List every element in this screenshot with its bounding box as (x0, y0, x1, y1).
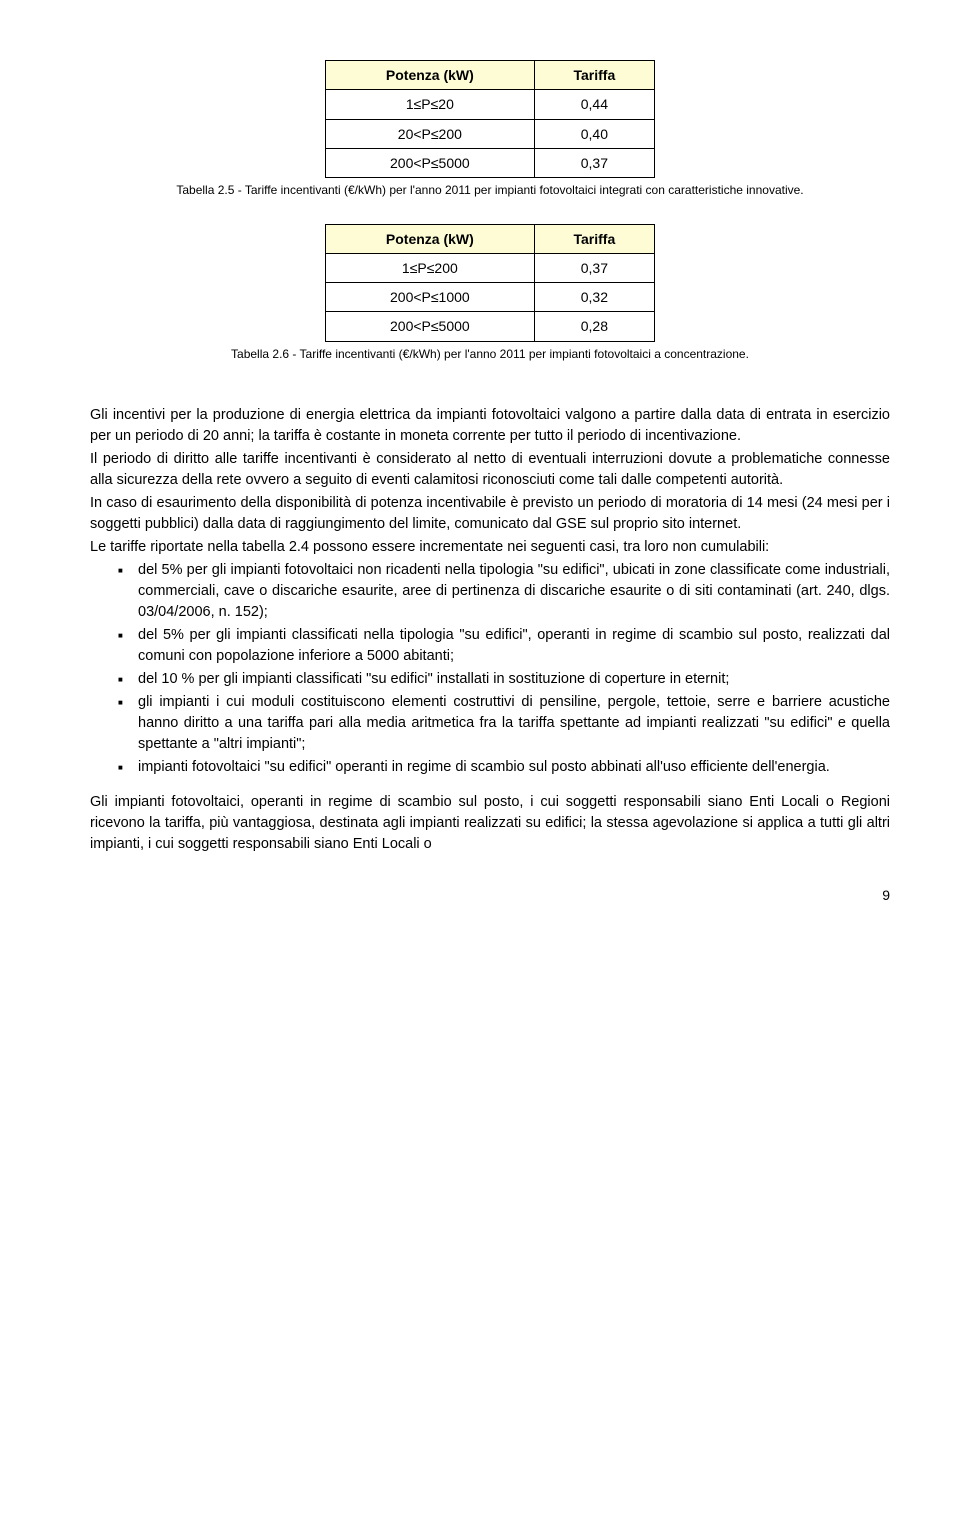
table2-caption: Tabella 2.6 - Tariffe incentivanti (€/kW… (90, 346, 890, 363)
t1-col-1: Tariffa (534, 61, 654, 90)
t1-r2c1: 0,37 (534, 148, 654, 177)
table1-caption: Tabella 2.5 - Tariffe incentivanti (€/kW… (90, 182, 890, 199)
t2-col-1: Tariffa (534, 224, 654, 253)
t2-r2c1: 0,28 (534, 312, 654, 341)
paragraph-1: Gli incentivi per la produzione di energ… (90, 405, 890, 447)
t1-col-0: Potenza (kW) (326, 61, 535, 90)
paragraph-2: Il periodo di diritto alle tariffe incen… (90, 449, 890, 491)
tariff-table-2: Potenza (kW) Tariffa 1≤P≤200 0,37 200<P≤… (325, 224, 655, 342)
bullet-4: impianti fotovoltaici "su edifici" opera… (90, 757, 890, 778)
bullet-list: del 5% per gli impianti fotovoltaici non… (90, 560, 890, 778)
t1-r2c0: 200<P≤5000 (326, 148, 535, 177)
t2-col-0: Potenza (kW) (326, 224, 535, 253)
t2-r1c0: 200<P≤1000 (326, 283, 535, 312)
bullet-3: gli impianti i cui moduli costituiscono … (90, 692, 890, 755)
page-number: 9 (90, 885, 890, 905)
t2-r1c1: 0,32 (534, 283, 654, 312)
paragraph-3: In caso di esaurimento della disponibili… (90, 493, 890, 535)
t2-r2c0: 200<P≤5000 (326, 312, 535, 341)
bullet-2: del 10 % per gli impianti classificati "… (90, 669, 890, 690)
bullet-0: del 5% per gli impianti fotovoltaici non… (90, 560, 890, 623)
t1-r1c1: 0,40 (534, 119, 654, 148)
t2-r0c1: 0,37 (534, 253, 654, 282)
bullet-1: del 5% per gli impianti classificati nel… (90, 625, 890, 667)
t1-r0c0: 1≤P≤20 (326, 90, 535, 119)
paragraph-4: Le tariffe riportate nella tabella 2.4 p… (90, 537, 890, 558)
t1-r1c0: 20<P≤200 (326, 119, 535, 148)
paragraph-5: Gli impianti fotovoltaici, operanti in r… (90, 792, 890, 855)
t1-r0c1: 0,44 (534, 90, 654, 119)
tariff-table-1: Potenza (kW) Tariffa 1≤P≤20 0,44 20<P≤20… (325, 60, 655, 178)
t2-r0c0: 1≤P≤200 (326, 253, 535, 282)
